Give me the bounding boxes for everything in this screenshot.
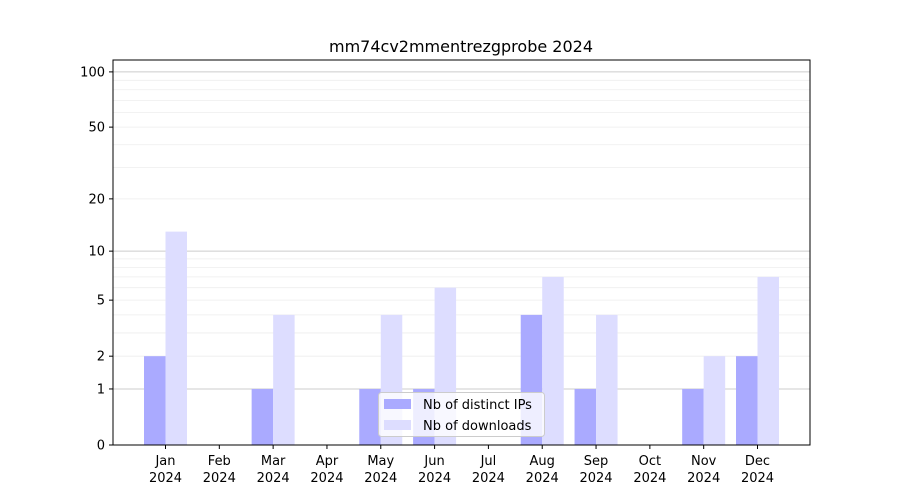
x-tick-label-month: Nov — [691, 454, 717, 469]
x-tick-label-month: Jun — [423, 454, 444, 469]
bar-distinct-ips — [574, 388, 597, 445]
x-tick-label-year: 2024 — [579, 471, 612, 486]
x-tick-label-year: 2024 — [149, 471, 182, 486]
legend-swatch — [384, 420, 411, 430]
x-tick-label-year: 2024 — [526, 471, 559, 486]
bar-downloads — [542, 276, 564, 445]
bar-distinct-ips — [736, 356, 758, 445]
x-tick-label-month: Apr — [316, 454, 339, 469]
bar-downloads — [273, 314, 295, 445]
x-tick-label-month: Sep — [584, 454, 609, 469]
y-tick-label: 2 — [97, 350, 105, 365]
bar-downloads — [757, 276, 779, 445]
bar-distinct-ips — [144, 356, 166, 445]
y-tick-label: 5 — [97, 294, 105, 309]
legend-swatch — [384, 399, 411, 409]
legend-box — [378, 392, 545, 437]
x-tick-label-month: Aug — [530, 454, 555, 469]
bar-distinct-ips — [359, 388, 381, 445]
x-tick-label-year: 2024 — [203, 471, 236, 486]
axes: Jan2024Feb2024Mar2024Apr2024May2024Jun20… — [80, 59, 811, 486]
y-tick-label: 20 — [88, 192, 105, 207]
x-tick-label-month: Mar — [261, 454, 286, 469]
bar-downloads — [703, 356, 726, 445]
y-tick-label: 10 — [88, 245, 105, 260]
legend-label: Nb of distinct IPs — [423, 398, 532, 413]
bar-downloads — [165, 231, 187, 445]
chart-title: mm74cv2mmentrezgprobe 2024 — [329, 37, 593, 56]
x-tick-label-year: 2024 — [741, 471, 774, 486]
legend: Nb of distinct IPs Nb of downloads — [378, 392, 545, 437]
y-tick-label: 100 — [80, 65, 105, 80]
y-tick-label: 0 — [97, 439, 105, 454]
legend-label: Nb of downloads — [423, 419, 532, 434]
x-tick-label-year: 2024 — [472, 471, 505, 486]
x-tick-label-year: 2024 — [257, 471, 290, 486]
plot-frame — [112, 59, 811, 446]
x-tick-label-month: Feb — [208, 454, 231, 469]
x-tick-label-year: 2024 — [418, 471, 451, 486]
bar-downloads — [596, 314, 618, 445]
x-tick-label-month: Jan — [154, 454, 175, 469]
x-tick-label-year: 2024 — [687, 471, 720, 486]
bar-distinct-ips — [682, 388, 704, 445]
grid — [113, 71, 810, 390]
x-tick-label-month: Dec — [745, 454, 770, 469]
x-tick-label-month: Jul — [480, 454, 497, 469]
x-tick-label-year: 2024 — [310, 471, 343, 486]
x-tick-label-year: 2024 — [633, 471, 666, 486]
x-tick-label-year: 2024 — [364, 471, 397, 486]
y-tick-label: 1 — [97, 382, 105, 397]
y-tick-label: 50 — [88, 121, 105, 136]
x-tick-label-month: Oct — [639, 454, 661, 469]
x-tick-label-month: May — [367, 454, 394, 469]
bar-distinct-ips — [251, 388, 274, 445]
